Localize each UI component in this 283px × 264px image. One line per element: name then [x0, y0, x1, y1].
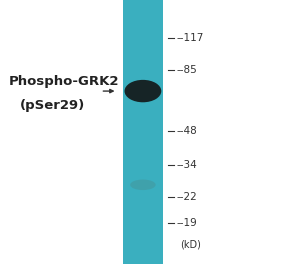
Text: (pSer29): (pSer29) — [20, 99, 85, 112]
Text: --34: --34 — [177, 160, 198, 170]
Text: Phospho-GRK2: Phospho-GRK2 — [8, 75, 119, 88]
Text: --19: --19 — [177, 218, 198, 228]
Text: --48: --48 — [177, 126, 198, 136]
Ellipse shape — [125, 80, 161, 102]
Text: --117: --117 — [177, 33, 204, 43]
Text: (kD): (kD) — [181, 239, 201, 249]
Ellipse shape — [130, 180, 156, 190]
Bar — [123, 0, 163, 264]
Text: --85: --85 — [177, 65, 198, 75]
Text: --22: --22 — [177, 192, 198, 202]
